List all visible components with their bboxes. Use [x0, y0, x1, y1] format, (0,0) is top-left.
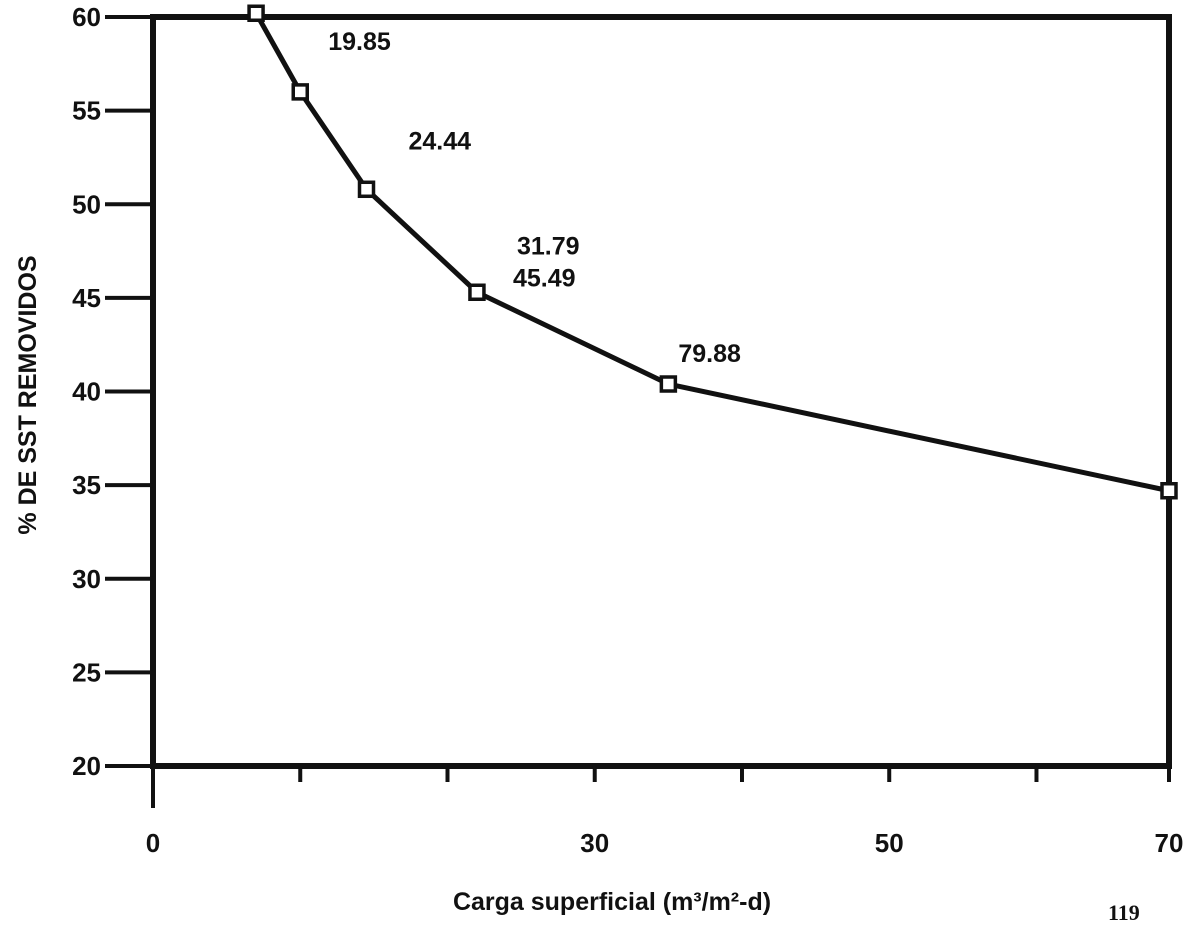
y-tick-label: 25: [72, 657, 101, 687]
data-point: [357, 180, 376, 199]
y-tick-label: 20: [72, 751, 101, 781]
page-number: 119: [1108, 900, 1140, 925]
data-labels: 19.85 24.44 31.79 45.49 79.88: [328, 28, 741, 368]
x-tick-label: 30: [580, 828, 609, 858]
data-point: [659, 375, 678, 393]
data-point: [291, 83, 309, 101]
series: [247, 4, 1178, 500]
data-point: [468, 283, 486, 302]
y-tick-label: 50: [72, 189, 101, 219]
y-axis-title: % DE SST REMOVIDOS: [14, 255, 42, 534]
y-tick-label: 35: [72, 470, 101, 500]
x-tick-label: 0: [146, 828, 160, 858]
y-tick-label: 60: [72, 2, 101, 32]
y-tick-label: 30: [72, 564, 101, 594]
data-label: 45.49: [513, 264, 576, 292]
data-label: 19.85: [328, 28, 391, 56]
data-point: [1160, 481, 1178, 500]
x-tick-label: 50: [875, 828, 904, 858]
data-label: 31.79: [517, 232, 580, 260]
y-tick-label: 55: [72, 96, 101, 126]
x-axis-title: Carga superficial (m³/m²-d): [453, 888, 771, 916]
x-tick-label: 70: [1155, 828, 1184, 858]
y-tick-label: 45: [72, 283, 101, 313]
data-point: [247, 4, 265, 23]
data-label: 79.88: [678, 340, 741, 368]
axis-ticks: 20 25 30 35 40 45 50 55 60 0 30 50 70: [72, 2, 1183, 858]
series-line: [253, 12, 1170, 494]
y-tick-label: 40: [72, 377, 101, 407]
data-label: 24.44: [409, 127, 472, 155]
